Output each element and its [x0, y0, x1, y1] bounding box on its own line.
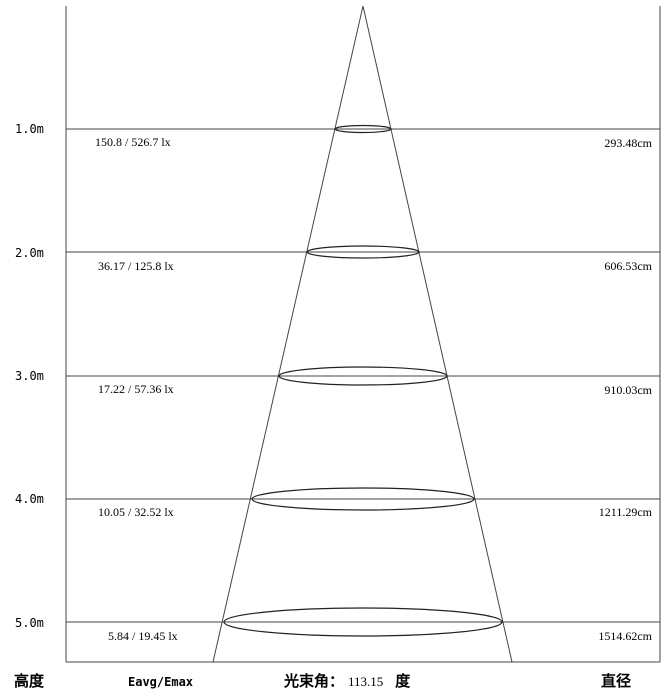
height-label-2: 2.0m: [15, 246, 44, 260]
lux-label-5: 5.84 / 19.45 lx: [108, 629, 178, 643]
height-label-1: 1.0m: [15, 122, 44, 136]
footer-beam-angle: 光束角： 113.15 度: [283, 672, 411, 690]
height-label-3: 3.0m: [15, 369, 44, 383]
cone-right-edge: [362, 5, 513, 663]
lux-label-4: 10.05 / 32.52 lx: [98, 505, 174, 519]
lux-label-1: 150.8 / 526.7 lx: [95, 135, 171, 149]
beam-ellipse-3: [278, 366, 448, 386]
diameter-label-3: 910.03cm: [604, 383, 652, 397]
diameter-label-5: 1514.62cm: [598, 629, 652, 643]
footer-height-label: 高度: [14, 672, 45, 690]
cone-left-edge: [212, 5, 364, 663]
diameter-label-2: 606.53cm: [604, 259, 652, 273]
height-label-5: 5.0m: [15, 616, 44, 630]
beam-angle-value: 113.15: [348, 674, 383, 689]
height-label-4: 4.0m: [15, 492, 44, 506]
beam-ellipse-5: [223, 607, 503, 637]
beam-ellipse-1: [334, 124, 392, 134]
lux-label-2: 36.17 / 125.8 lx: [98, 259, 174, 273]
lux-label-3: 17.22 / 57.36 lx: [98, 382, 174, 396]
beam-angle-label: 光束角：: [283, 672, 344, 690]
diameter-label-1: 293.48cm: [604, 136, 652, 150]
beam-angle-unit: 度: [395, 672, 411, 690]
beam-ellipse-2: [306, 245, 420, 259]
diameter-label-4: 1211.29cm: [599, 505, 653, 519]
beam-ellipse-4: [251, 487, 475, 511]
footer-eavg-label: Eavg/Emax: [128, 675, 193, 689]
footer-diameter-label: 直径: [601, 672, 631, 690]
